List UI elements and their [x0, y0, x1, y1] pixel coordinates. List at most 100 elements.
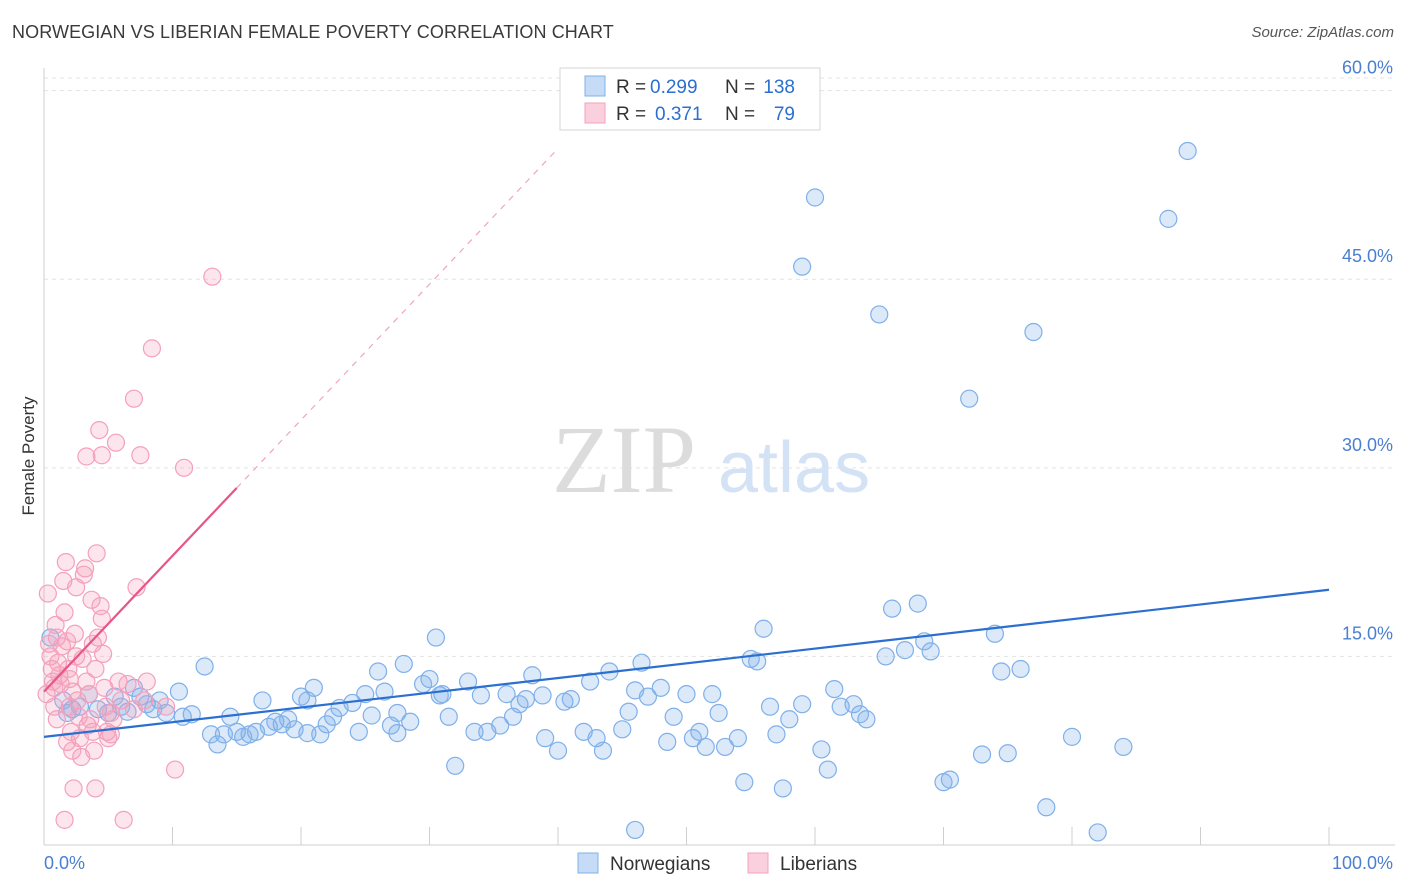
- norwegian-point-20: [201, 725, 221, 744]
- liberian-point-7: [47, 628, 66, 647]
- norwegian-point-104: [844, 695, 863, 714]
- norwegian-point-55: [439, 707, 458, 726]
- norwegian-point-17: [169, 682, 189, 701]
- watermark-zip: ZIP: [552, 406, 696, 513]
- liberian-point-64: [92, 446, 111, 465]
- norwegian-point-137: [533, 686, 552, 705]
- x-tick-label-max: 100.0%: [1332, 853, 1393, 873]
- norwegian-point-43: [356, 685, 375, 704]
- norwegian-point-82: [664, 707, 683, 726]
- liberian-point-36: [85, 741, 104, 760]
- norwegian-point-129: [625, 820, 645, 840]
- liberian-point-38: [87, 544, 106, 563]
- bottom-legend-swatch-norwegians: [577, 852, 599, 874]
- legend-n-value-2: 79: [774, 104, 795, 125]
- norwegian-point-107: [870, 305, 889, 324]
- bottom-legend-label-liberians: Liberians: [780, 854, 857, 875]
- norwegian-point-99: [805, 188, 825, 207]
- norwegian-point-85: [690, 722, 709, 741]
- liberian-point-11: [52, 637, 72, 656]
- norwegian-point-125: [1088, 823, 1107, 842]
- liberian-point-61: [165, 760, 185, 779]
- liberian-point-29: [76, 559, 95, 578]
- norwegian-point-102: [825, 679, 844, 699]
- legend-n-value-1: 138: [763, 77, 795, 98]
- chart-title: NORWEGIAN VS LIBERIAN FEMALE POVERTY COR…: [12, 22, 614, 42]
- liberian-point-71: [83, 634, 102, 653]
- liberian-point-49: [104, 710, 123, 729]
- norwegian-point-86: [696, 737, 715, 757]
- liberian-point-54: [124, 389, 144, 408]
- liberian-point-15: [58, 632, 77, 651]
- liberian-point-73: [118, 674, 137, 694]
- liberian-point-58: [137, 672, 156, 691]
- norwegian-point-52: [420, 669, 439, 689]
- norwegian-point-119: [992, 662, 1011, 681]
- norwegian-point-109: [882, 599, 902, 618]
- liberian-trend-extension: [236, 148, 559, 489]
- norwegian-point-62: [497, 685, 516, 704]
- liberian-point-40: [90, 420, 109, 440]
- norwegian-point-67: [536, 729, 555, 748]
- liberian-point-13: [55, 603, 74, 622]
- norwegian-point-68: [548, 741, 568, 760]
- y-tick-labels: 15.0% 30.0% 45.0% 60.0%: [1342, 58, 1393, 644]
- axes: [43, 68, 1395, 846]
- norwegian-point-61: [491, 716, 510, 735]
- norwegian-point-117: [972, 745, 992, 764]
- norwegian-point-88: [709, 703, 728, 723]
- x-tick-label-min: 0.0%: [44, 853, 85, 873]
- norwegian-point-128: [1178, 141, 1197, 161]
- norwegian-point-115: [940, 770, 960, 789]
- liberian-point-55: [127, 578, 146, 597]
- x-tick-labels: 0.0% 100.0%: [44, 853, 1393, 873]
- norwegian-point-87: [703, 685, 722, 704]
- norwegian-point-65: [516, 690, 535, 709]
- norwegian-point-53: [426, 628, 446, 647]
- norwegian-point-127: [1159, 209, 1178, 228]
- legend-r-value-1: 0.299: [650, 77, 698, 98]
- legend-r-label-1: R =: [616, 77, 646, 98]
- norwegian-point-106: [857, 710, 876, 729]
- liberian-point-78: [124, 700, 144, 719]
- legend-box: R = 0.299 N = 138 R = 0.371 N = 79: [559, 67, 821, 131]
- norwegian-point-124: [1062, 727, 1082, 746]
- liberian-point-56: [131, 446, 150, 465]
- norwegian-point-32: [279, 710, 298, 729]
- norwegian-point-90: [728, 729, 748, 748]
- norwegian-point-108: [876, 647, 895, 666]
- liberian-point-76: [86, 659, 105, 679]
- norwegian-point-59: [471, 686, 490, 705]
- bottom-legend-label-norwegians: Norwegians: [610, 854, 710, 875]
- norwegian-point-113: [921, 642, 940, 661]
- norwegian-point-72: [581, 672, 600, 691]
- norwegian-point-74: [593, 741, 613, 760]
- watermark: ZIP atlas: [552, 406, 870, 513]
- liberian-trend-line: [43, 487, 238, 693]
- liberian-point-59: [142, 339, 162, 358]
- norwegian-point-42: [349, 722, 368, 741]
- norwegian-point-89: [715, 737, 735, 757]
- watermark-atlas: atlas: [718, 428, 870, 508]
- x-ticks: [43, 827, 1330, 845]
- liberian-point-14: [56, 553, 75, 572]
- norwegian-trend-line: [43, 588, 1330, 738]
- norwegian-point-56: [446, 756, 465, 775]
- norwegian-point-97: [780, 710, 799, 729]
- norwegian-point-37: [311, 725, 330, 744]
- y-tick-label-15: 15.0%: [1342, 623, 1393, 643]
- norwegian-point-48: [388, 703, 407, 723]
- norwegian-point-44: [362, 706, 381, 725]
- legend-r-label-2: R =: [616, 104, 646, 125]
- norwegian-point-81: [658, 732, 677, 752]
- y-axis-label: Female Poverty: [19, 396, 38, 516]
- norwegian-point-92: [748, 652, 767, 671]
- norwegian-point-100: [812, 740, 831, 759]
- legend-r-value-2: 0.371: [655, 104, 703, 125]
- norwegian-point-122: [1024, 322, 1043, 342]
- norwegian-point-121: [1011, 659, 1030, 679]
- norwegian-point-131: [735, 773, 754, 792]
- norwegian-point-76: [613, 720, 632, 739]
- norwegian-point-130: [793, 257, 812, 276]
- norwegian-point-28: [253, 691, 272, 710]
